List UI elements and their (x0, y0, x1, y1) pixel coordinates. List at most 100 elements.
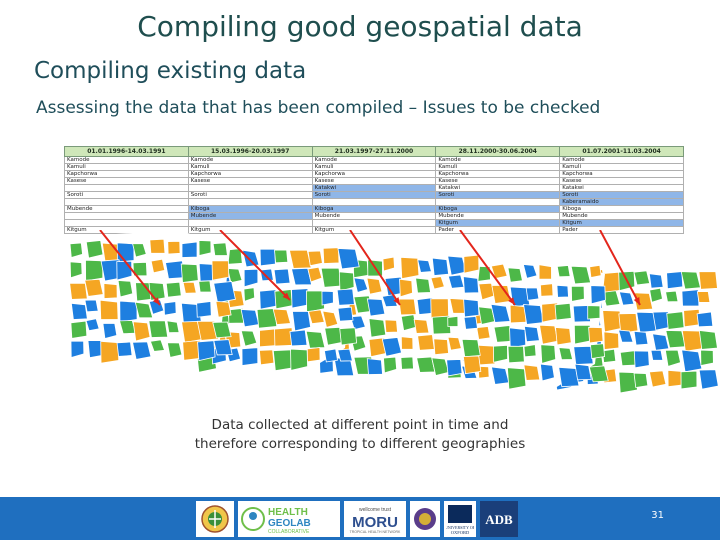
adb-logo: ADB (480, 501, 518, 537)
table-cell: Kitgum (435, 219, 561, 227)
period-header: 01.07.2001-11.03.2004 (559, 146, 684, 157)
table-cell: Kiboga (435, 205, 561, 213)
table-cell: Mubende (311, 212, 437, 220)
healthgeolab-logo: HEALTH GEOLAB COLLABORATIVE (238, 501, 340, 537)
table-cell: Katakwi (435, 184, 561, 192)
table-cell: Kapchorwa (435, 170, 561, 178)
table-row: Mubende Mubende Mubende Mubende (64, 212, 684, 220)
table-cell: Kamode (559, 156, 684, 164)
table-cell: Kamuli (64, 163, 189, 171)
table-cell: Kamuli (435, 163, 561, 171)
slide-heading: Assessing the data that has been compile… (36, 98, 601, 118)
period-header: 01.01.1996-14.03.1991 (64, 146, 189, 157)
table-cell (64, 184, 189, 192)
table-cell: Kasese (435, 177, 561, 185)
table-cell: Kamode (187, 156, 313, 164)
arrow-head (508, 297, 515, 305)
svg-text:wellcome trust: wellcome trust (359, 507, 392, 513)
table-cell (187, 198, 313, 206)
svg-text:UNIVERSITY OF: UNIVERSITY OF (446, 525, 474, 530)
oxford-icon: UNIVERSITY OF OXFORD (446, 505, 474, 535)
table-cell (187, 184, 313, 192)
table-row: Kitgum Kitgum (64, 219, 684, 227)
adb-icon: ADB (485, 512, 513, 527)
healthgeolab-icon: HEALTH GEOLAB COLLABORATIVE (241, 507, 311, 535)
table-cell: Kiboga (311, 205, 437, 213)
table-cell: Kamuli (559, 163, 684, 171)
arrow-head (633, 297, 640, 305)
table-cell: Mubende (559, 212, 684, 220)
table-cell: Mubende (187, 212, 313, 220)
svg-text:COLLABORATIVE: COLLABORATIVE (268, 529, 310, 535)
table-header-row: 01.01.1996-14.03.1991 15.03.1996-20.03.1… (64, 146, 684, 157)
emblem-icon (201, 505, 229, 533)
arrow-head (282, 292, 290, 300)
red-arrow (459, 230, 516, 306)
table-cell (187, 219, 313, 227)
svg-text:ADB: ADB (485, 512, 513, 527)
table-row: Kitgum Kitgum Kitgum Pader Pader (64, 226, 684, 234)
seal-logo (410, 501, 440, 537)
table-cell (64, 219, 189, 227)
table-cell: Kiboga (187, 205, 313, 213)
table-cell: Kapchorwa (64, 170, 189, 178)
table-row: Kamode Kamode Kamode Kamode Kamode (64, 156, 684, 164)
table-cell (435, 198, 561, 206)
red-arrow (599, 230, 641, 306)
period-header: 21.03.1997-27.11.2000 (311, 146, 437, 157)
svg-text:OXFORD: OXFORD (451, 530, 470, 535)
caption-line: therefore corresponding to different geo… (194, 436, 526, 452)
period-header: 15.03.1996-20.03.1997 (187, 146, 313, 157)
caption: Data collected at different point in tim… (160, 416, 560, 454)
svg-text:GEOLAB: GEOLAB (268, 518, 311, 529)
table-cell: Kaberamaido (559, 198, 684, 206)
table-row: Katakwi Katakwi Katakwi (64, 184, 684, 192)
red-arrow (219, 230, 291, 301)
table-cell: Katakwi (311, 184, 437, 192)
table-row: Soroti Soroti Soroti Soroti Soroti (64, 191, 684, 199)
table-cell: Soroti (559, 191, 684, 199)
moru-icon: wellcome trust MORU TROPICAL HEALTH NETW… (350, 507, 401, 534)
table-cell (311, 219, 437, 227)
table-cell: Kasese (311, 177, 437, 185)
table-cell: Pader (559, 226, 684, 234)
table-row: Kasese Kasese Kasese Kasese Kasese (64, 177, 684, 185)
table-cell: Kiboga (559, 205, 684, 213)
table-cell (311, 198, 437, 206)
district-map (60, 230, 236, 370)
table-row: Mubende Kiboga Kiboga Kiboga Kiboga (64, 205, 684, 213)
page-number: 31 (651, 510, 664, 521)
red-arrow (349, 230, 401, 306)
table-cell: Kamode (311, 156, 437, 164)
table-cell: Kapchorwa (311, 170, 437, 178)
table-cell: Kasese (559, 177, 684, 185)
table-row: Kamuli Kamuli Kamuli Kamuli Kamuli (64, 163, 684, 171)
moru-logo: wellcome trust MORU TROPICAL HEALTH NETW… (344, 501, 406, 537)
table-cell (64, 198, 189, 206)
red-arrow (99, 230, 161, 306)
table-cell (64, 212, 189, 220)
table-cell: Kitgum (559, 219, 684, 227)
svg-text:MORU: MORU (352, 514, 398, 531)
table-cell: Kapchorwa (559, 170, 684, 178)
table-cell: Soroti (187, 191, 313, 199)
svg-text:HEALTH: HEALTH (268, 507, 308, 518)
oxford-logo: UNIVERSITY OF OXFORD (444, 501, 476, 537)
svg-text:TROPICAL HEALTH NETWORK: TROPICAL HEALTH NETWORK (350, 530, 401, 534)
table-cell: Soroti (64, 191, 189, 199)
table-cell: Kasese (64, 177, 189, 185)
table-cell: Kamuli (311, 163, 437, 171)
table-cell: Kasese (187, 177, 313, 185)
table-cell: Kamuli (187, 163, 313, 171)
arrow-head (393, 297, 400, 305)
slide-subtitle: Compiling existing data (34, 58, 307, 84)
table-cell: Soroti (311, 191, 437, 199)
caption-line: Data collected at different point in tim… (211, 417, 509, 433)
table-cell: Soroti (435, 191, 561, 199)
table-cell: Kamode (64, 156, 189, 164)
table-cell: Mubende (435, 212, 561, 220)
table-cell: Mubende (64, 205, 189, 213)
table-cell: Kapchorwa (187, 170, 313, 178)
district-maps (60, 230, 719, 400)
district-period-table: 01.01.1996-14.03.1991 15.03.1996-20.03.1… (64, 146, 684, 234)
